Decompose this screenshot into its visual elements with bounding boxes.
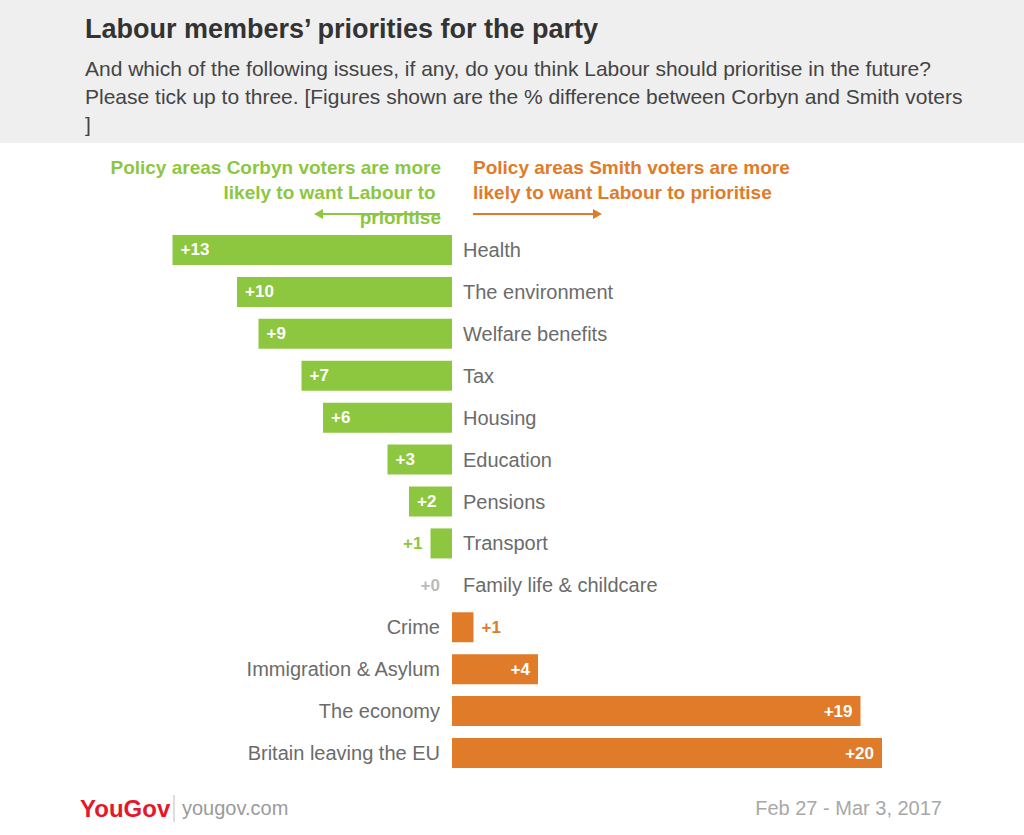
svg-text:Health: Health — [463, 239, 521, 261]
svg-text:Crime: Crime — [387, 616, 440, 638]
svg-text:+9: +9 — [267, 324, 286, 343]
svg-text:Family life & childcare: Family life & childcare — [463, 574, 658, 596]
svg-text:Feb 27 - Mar 3, 2017: Feb 27 - Mar 3, 2017 — [755, 797, 942, 819]
svg-text:]: ] — [85, 113, 91, 136]
svg-text:The economy: The economy — [319, 700, 440, 722]
svg-text:Please tick up to three. [Figu: Please tick up to three. [Figures shown … — [85, 85, 962, 108]
svg-text:Welfare benefits: Welfare benefits — [463, 323, 607, 345]
svg-text:Labour members’ priorities for: Labour members’ priorities for the party — [85, 14, 598, 44]
svg-text:Britain leaving the EU: Britain leaving the EU — [248, 742, 440, 764]
svg-text:Immigration & Asylum: Immigration & Asylum — [247, 658, 440, 680]
svg-text:prioritise: prioritise — [360, 207, 441, 228]
svg-text:Transport: Transport — [463, 532, 548, 554]
svg-text:Pensions: Pensions — [463, 491, 545, 513]
svg-text:+10: +10 — [245, 282, 274, 301]
svg-text:Housing: Housing — [463, 407, 536, 429]
svg-text:YouGov: YouGov — [80, 795, 171, 822]
svg-text:+0: +0 — [421, 576, 440, 595]
svg-text:+1: +1 — [482, 618, 501, 637]
svg-text:likely to want Labour to: likely to want Labour to — [218, 182, 441, 203]
svg-text:likely to want Labour to prior: likely to want Labour to prioritise — [473, 182, 772, 203]
svg-text:+13: +13 — [181, 240, 210, 259]
svg-text:Tax: Tax — [463, 365, 494, 387]
svg-text:Policy areas Corbyn voters are: Policy areas Corbyn voters are more — [110, 157, 441, 178]
svg-text:+20: +20 — [845, 744, 874, 763]
svg-text:And which of the following iss: And which of the following issues, if an… — [85, 57, 937, 80]
svg-text:The environment: The environment — [463, 281, 614, 303]
svg-text:yougov.com: yougov.com — [182, 797, 288, 819]
svg-text:Policy areas Smith voters are: Policy areas Smith voters are more — [473, 157, 795, 178]
svg-text:+4: +4 — [511, 660, 531, 679]
svg-text:+3: +3 — [396, 450, 415, 469]
svg-text:+1: +1 — [403, 534, 422, 553]
svg-text:+7: +7 — [310, 366, 329, 385]
svg-text:+2: +2 — [417, 492, 436, 511]
svg-text:+19: +19 — [824, 702, 853, 721]
svg-text:+6: +6 — [331, 408, 350, 427]
svg-text:Education: Education — [463, 449, 552, 471]
